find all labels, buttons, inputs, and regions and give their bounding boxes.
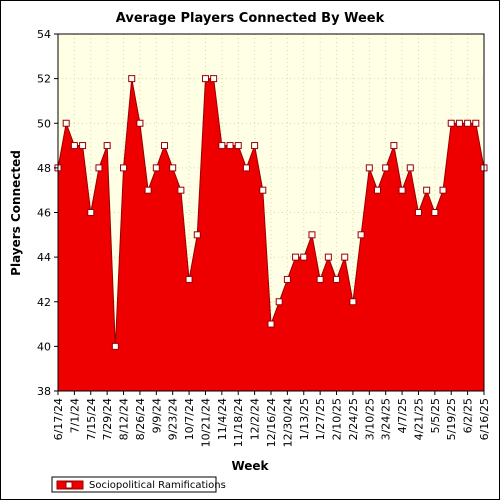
y-tick-label-5: 48 [37, 162, 51, 175]
data-point-38 [365, 164, 373, 172]
data-point-42 [398, 186, 406, 194]
y-axis-label: Players Connected [9, 150, 23, 276]
data-point-2 [70, 142, 78, 150]
data-point-35 [341, 253, 349, 261]
x-tick-label-7: 9/23/24 [167, 398, 180, 440]
x-tick-label-17: 2/10/25 [331, 398, 344, 440]
x-tick-label-21: 4/7/25 [396, 398, 409, 433]
x-tick-label-3: 7/29/24 [101, 398, 114, 440]
data-point-33 [324, 253, 332, 261]
x-tick-label-11: 11/18/24 [232, 398, 245, 447]
data-point-8 [120, 164, 128, 172]
x-tick-label-2: 7/15/24 [85, 398, 98, 440]
data-point-22 [234, 142, 242, 150]
x-tick-label-10: 11/4/24 [216, 398, 229, 440]
x-tick-label-0: 6/17/24 [52, 398, 65, 440]
y-tick-label-6: 50 [37, 117, 51, 130]
data-point-14 [169, 164, 177, 172]
data-point-7 [111, 342, 119, 350]
data-point-20 [218, 142, 226, 150]
data-point-6 [103, 142, 111, 150]
area-fill [57, 78, 485, 392]
data-point-48 [447, 119, 455, 127]
data-point-21 [226, 142, 234, 150]
x-axis-label: Week [231, 459, 269, 473]
data-point-25 [259, 186, 267, 194]
data-point-18 [201, 75, 209, 83]
legend: Sociopolitical Ramifications [51, 476, 226, 493]
data-point-11 [144, 186, 152, 194]
data-point-31 [308, 231, 316, 239]
data-point-24 [251, 142, 259, 150]
y-tick-label-3: 44 [37, 251, 51, 264]
data-point-36 [349, 298, 357, 306]
data-point-51 [472, 119, 480, 127]
data-point-30 [300, 253, 308, 261]
y-tick-label-7: 52 [37, 73, 51, 86]
x-tick-label-14: 12/30/24 [281, 398, 294, 447]
y-tick-label-1: 40 [37, 340, 51, 353]
x-tick-label-18: 2/24/25 [347, 398, 360, 440]
data-point-47 [439, 186, 447, 194]
data-point-13 [161, 142, 168, 150]
data-point-39 [374, 186, 381, 194]
data-point-50 [464, 119, 472, 127]
data-point-5 [95, 164, 103, 172]
data-point-4 [87, 209, 95, 216]
data-point-37 [357, 231, 365, 239]
data-point-32 [316, 275, 324, 283]
x-tick-label-22: 4/21/25 [412, 398, 425, 440]
y-axis-ticks: 38 40 42 44 46 48 50 52 54 [37, 28, 58, 398]
data-point-3 [79, 142, 87, 150]
area-series [57, 78, 485, 392]
data-point-40 [382, 164, 390, 172]
x-tick-label-26: 6/16/25 [478, 398, 491, 440]
y-tick-label-2: 42 [37, 296, 51, 309]
data-point-28 [283, 275, 291, 283]
x-tick-label-8: 10/7/24 [183, 398, 196, 440]
x-tick-label-12: 12/2/24 [249, 398, 262, 440]
data-point-44 [414, 209, 422, 216]
x-tick-label-24: 5/19/25 [445, 398, 458, 440]
x-tick-label-23: 5/5/25 [429, 398, 442, 433]
data-point-46 [431, 209, 439, 216]
data-point-41 [390, 142, 398, 150]
x-tick-label-15: 1/13/25 [298, 398, 311, 440]
x-tick-label-25: 6/2/25 [462, 398, 475, 433]
legend-label: Sociopolitical Ramifications [89, 480, 226, 491]
data-point-43 [406, 164, 414, 172]
data-point-29 [292, 253, 300, 261]
x-tick-label-4: 8/12/24 [118, 398, 131, 440]
x-tick-label-13: 12/16/24 [265, 398, 278, 447]
x-tick-label-6: 9/9/24 [150, 398, 163, 433]
y-tick-label-4: 46 [37, 207, 51, 220]
data-point-34 [333, 275, 341, 283]
x-tick-label-19: 3/10/25 [363, 398, 376, 440]
x-tick-label-9: 10/21/24 [199, 398, 212, 447]
x-tick-label-1: 7/1/24 [68, 398, 81, 433]
data-point-10 [136, 119, 144, 127]
data-point-45 [423, 186, 431, 194]
legend-marker [65, 481, 73, 489]
data-point-26 [267, 320, 275, 328]
legend-box [51, 476, 217, 493]
data-point-12 [152, 164, 160, 172]
y-tick-label-8: 54 [37, 28, 51, 41]
chart-title: Average Players Connected By Week [116, 11, 385, 26]
data-point-17 [193, 231, 201, 239]
y-tick-label-0: 38 [37, 385, 51, 398]
data-point-23 [242, 164, 250, 172]
data-point-9 [128, 75, 136, 83]
x-axis-ticks: 6/17/24 7/1/24 7/15/24 7/29/24 8/12/24 8/26/2… [52, 391, 491, 447]
data-point-16 [185, 275, 193, 283]
x-tick-label-20: 3/24/25 [380, 398, 393, 440]
data-point-15 [177, 186, 185, 194]
x-tick-label-16: 1/27/25 [314, 398, 327, 440]
data-point-19 [210, 75, 218, 83]
data-point-49 [455, 119, 463, 127]
x-tick-label-5: 8/26/24 [134, 398, 147, 440]
data-point-1 [62, 119, 70, 127]
data-point-27 [275, 298, 283, 306]
